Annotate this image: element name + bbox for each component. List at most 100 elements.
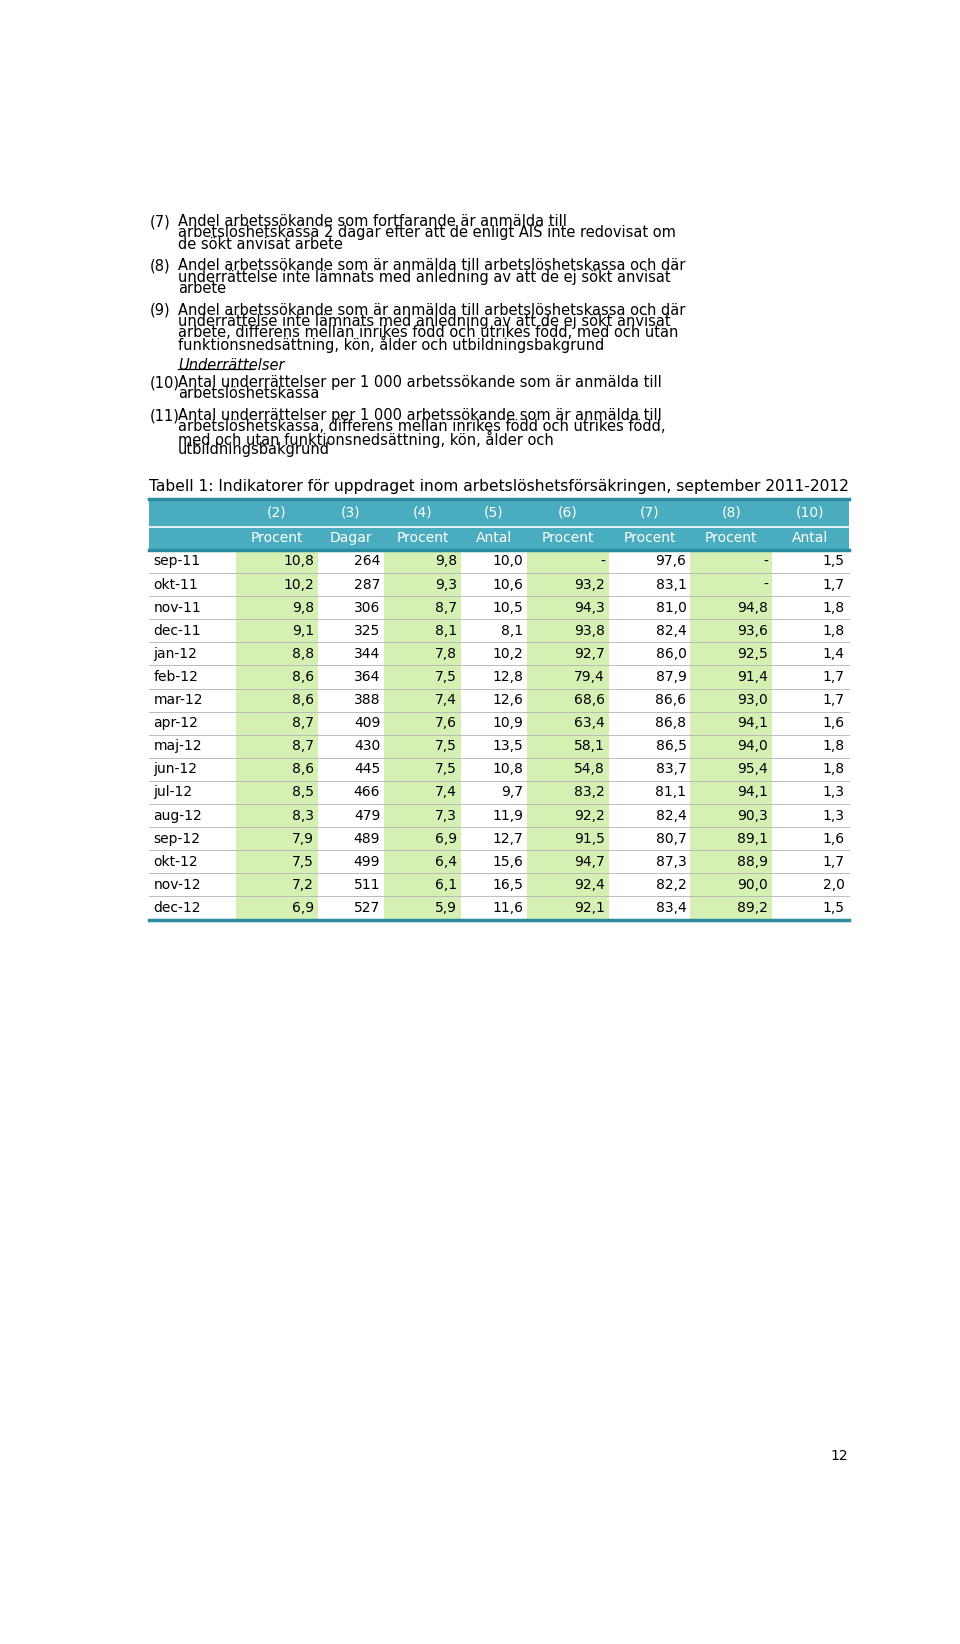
Bar [150, 551, 236, 574]
Text: 7,9: 7,9 [292, 832, 314, 845]
Text: arbete, differens mellan inrikes född och utrikes född, med och utan: arbete, differens mellan inrikes född oc… [179, 326, 679, 340]
Text: 86,6: 86,6 [656, 694, 686, 707]
Bar [461, 666, 527, 689]
Text: (9): (9) [150, 302, 170, 317]
Text: 12: 12 [830, 1448, 849, 1463]
Text: Antal: Antal [792, 531, 828, 546]
Bar [384, 597, 461, 620]
Bar [150, 500, 849, 526]
Bar [318, 689, 384, 712]
Text: 9,8: 9,8 [292, 600, 314, 615]
Text: dec-12: dec-12 [154, 901, 201, 916]
Bar [150, 712, 236, 735]
Text: 94,0: 94,0 [737, 740, 768, 753]
Bar [690, 758, 772, 781]
Text: 15,6: 15,6 [492, 855, 523, 868]
Text: Procent: Procent [623, 531, 676, 546]
Bar [527, 827, 609, 850]
Bar [527, 804, 609, 827]
Bar [150, 526, 849, 551]
Bar [609, 735, 690, 758]
Bar [772, 873, 849, 896]
Text: 89,2: 89,2 [737, 901, 768, 916]
Bar [690, 666, 772, 689]
Bar [690, 873, 772, 896]
Text: 79,4: 79,4 [574, 671, 605, 684]
Text: 430: 430 [354, 740, 380, 753]
Bar [384, 689, 461, 712]
Text: sep-12: sep-12 [154, 832, 201, 845]
Bar [772, 850, 849, 873]
Bar [461, 689, 527, 712]
Text: utbildningsbakgrund: utbildningsbakgrund [179, 442, 330, 457]
Text: 511: 511 [354, 878, 380, 893]
Text: 82,4: 82,4 [656, 809, 686, 822]
Bar [609, 666, 690, 689]
Text: jan-12: jan-12 [154, 646, 197, 661]
Text: 58,1: 58,1 [574, 740, 605, 753]
Bar [236, 574, 318, 597]
Text: 11,6: 11,6 [492, 901, 523, 916]
Bar [384, 850, 461, 873]
Text: Andel arbetssökande som är anmälda till arbetslöshetskassa och där: Andel arbetssökande som är anmälda till … [179, 258, 685, 273]
Text: (8): (8) [721, 506, 741, 520]
Bar [690, 551, 772, 574]
Text: 92,7: 92,7 [574, 646, 605, 661]
Bar [527, 781, 609, 804]
Bar [150, 758, 236, 781]
Bar [690, 620, 772, 643]
Text: 16,5: 16,5 [492, 878, 523, 893]
Text: arbetslöshetskassa, differens mellan inrikes född och utrikes född,: arbetslöshetskassa, differens mellan inr… [179, 419, 665, 434]
Bar [384, 827, 461, 850]
Text: Dagar: Dagar [329, 531, 372, 546]
Text: 1,7: 1,7 [823, 855, 845, 868]
Text: 1,8: 1,8 [823, 763, 845, 776]
Text: 10,2: 10,2 [492, 646, 523, 661]
Text: 1,7: 1,7 [823, 577, 845, 592]
Bar [461, 758, 527, 781]
Text: 87,9: 87,9 [656, 671, 686, 684]
Text: jun-12: jun-12 [154, 763, 198, 776]
Bar [772, 735, 849, 758]
Text: Procent: Procent [251, 531, 303, 546]
Bar [318, 827, 384, 850]
Bar [609, 873, 690, 896]
Bar [772, 896, 849, 919]
Bar [236, 712, 318, 735]
Text: 12,7: 12,7 [492, 832, 523, 845]
Text: 93,2: 93,2 [574, 577, 605, 592]
Bar [318, 666, 384, 689]
Bar [318, 551, 384, 574]
Text: Antal: Antal [476, 531, 512, 546]
Text: (10): (10) [796, 506, 825, 520]
Text: 83,1: 83,1 [656, 577, 686, 592]
Text: med och utan funktionsnedsättning, kön, ålder och: med och utan funktionsnedsättning, kön, … [179, 431, 554, 447]
Text: 94,7: 94,7 [574, 855, 605, 868]
Bar [318, 597, 384, 620]
Text: 83,4: 83,4 [656, 901, 686, 916]
Text: 466: 466 [354, 786, 380, 799]
Text: 1,5: 1,5 [823, 554, 845, 569]
Text: de sökt anvisat arbete: de sökt anvisat arbete [179, 237, 343, 252]
Text: 86,0: 86,0 [656, 646, 686, 661]
Bar [150, 781, 236, 804]
Text: 306: 306 [354, 600, 380, 615]
Bar [609, 896, 690, 919]
Text: 12,6: 12,6 [492, 694, 523, 707]
Text: underrättelse inte lämnats med anledning av att de ej sökt anvisat: underrättelse inte lämnats med anledning… [179, 314, 671, 329]
Text: 1,3: 1,3 [823, 786, 845, 799]
Text: 10,6: 10,6 [492, 577, 523, 592]
Bar [236, 804, 318, 827]
Text: 7,5: 7,5 [435, 763, 457, 776]
Text: 95,4: 95,4 [737, 763, 768, 776]
Bar [609, 781, 690, 804]
Text: okt-12: okt-12 [154, 855, 198, 868]
Text: 6,4: 6,4 [435, 855, 457, 868]
Text: nov-12: nov-12 [154, 878, 201, 893]
Text: 92,4: 92,4 [574, 878, 605, 893]
Bar [527, 758, 609, 781]
Bar [461, 850, 527, 873]
Text: Procent: Procent [396, 531, 448, 546]
Bar [772, 758, 849, 781]
Bar [772, 620, 849, 643]
